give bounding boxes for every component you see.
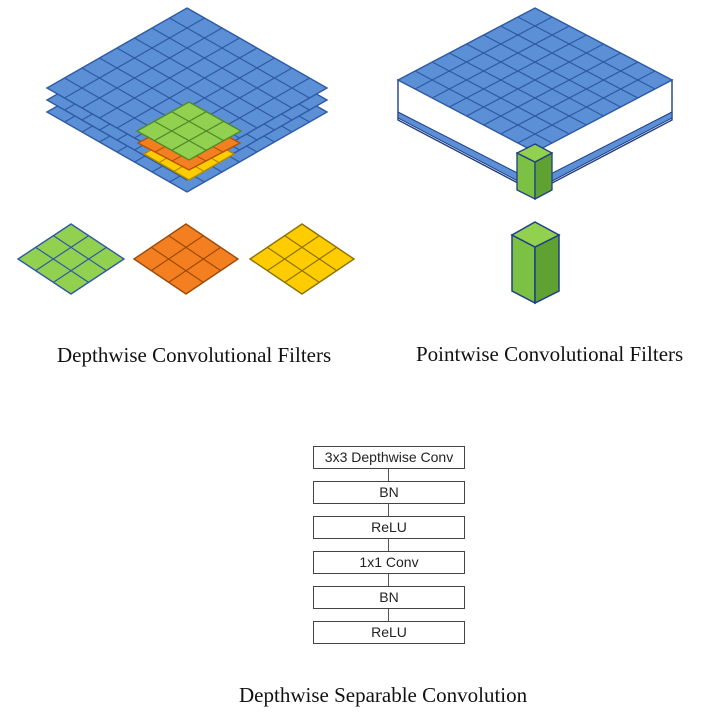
pointwise-cell-top <box>515 143 554 163</box>
filter-orange-gridline <box>150 235 204 272</box>
filter-green-face <box>16 223 126 295</box>
flow-connector <box>388 469 389 481</box>
depthwise-filters-caption: Depthwise Convolutional Filters <box>57 343 332 367</box>
flow-block-relu-2: ReLU <box>313 621 465 644</box>
volume-top-grid-gridline <box>466 43 604 117</box>
flow-connector <box>388 539 389 551</box>
volume-top-grid-gridline <box>431 61 570 135</box>
filter-orange <box>132 223 240 295</box>
pointwise-input-volume <box>396 7 674 201</box>
filter-green-gridline <box>35 246 89 283</box>
filter-orange-gridline <box>168 246 222 283</box>
filter-orange-gridline <box>168 235 222 272</box>
volume-top-grid-gridline <box>483 52 621 126</box>
stacked-filter-green-gridline <box>154 111 207 142</box>
flow-block-bn: BN <box>313 481 465 504</box>
pointwise-filters-caption: Pointwise Convolutional Filters <box>416 342 684 366</box>
volume-top-grid-gridline <box>517 70 656 144</box>
flow-connector <box>388 574 389 586</box>
flow-connector <box>388 504 389 516</box>
filter-yellow-gridline <box>284 235 338 272</box>
filter-green-gridline <box>53 246 107 283</box>
flow-block-bn-2: BN <box>313 586 465 609</box>
flow-block-depthwise-conv: 3x3 Depthwise Conv <box>313 446 465 469</box>
filter-yellow-gridline <box>284 246 338 283</box>
filter-yellow-face <box>248 223 356 295</box>
pointwise-filter-column <box>510 221 561 305</box>
separable-conv-caption: Depthwise Separable Convolution <box>239 683 528 707</box>
filter-yellow-gridline <box>266 246 320 283</box>
depthwise-input-stack <box>45 7 329 193</box>
flow-block-relu: ReLU <box>313 516 465 539</box>
stacked-filter-green-gridline <box>171 111 224 142</box>
flow-connector <box>388 609 389 621</box>
volume-top-grid-gridline <box>449 52 587 126</box>
volume-top-grid <box>396 7 674 153</box>
filter-green <box>16 223 126 295</box>
volume-top-grid-gridline <box>414 70 553 144</box>
stacked-filter-green-gridline <box>171 120 224 151</box>
stacked-filter-green <box>135 101 243 161</box>
filter-column-top <box>510 221 561 248</box>
input-layer-3-gridline <box>116 47 258 129</box>
volume-top-grid-gridline <box>500 61 639 135</box>
stacked-filter-green-gridline <box>154 120 207 151</box>
filter-yellow-gridline <box>266 235 320 272</box>
filter-green-gridline <box>53 235 107 272</box>
filter-orange-gridline <box>150 246 204 283</box>
filter-yellow <box>248 223 356 295</box>
flow-block-pointwise-conv: 1x1 Conv <box>313 551 465 574</box>
filter-orange-face <box>132 223 240 295</box>
depthwise-filter-row <box>16 223 356 295</box>
filter-green-gridline <box>35 235 89 272</box>
